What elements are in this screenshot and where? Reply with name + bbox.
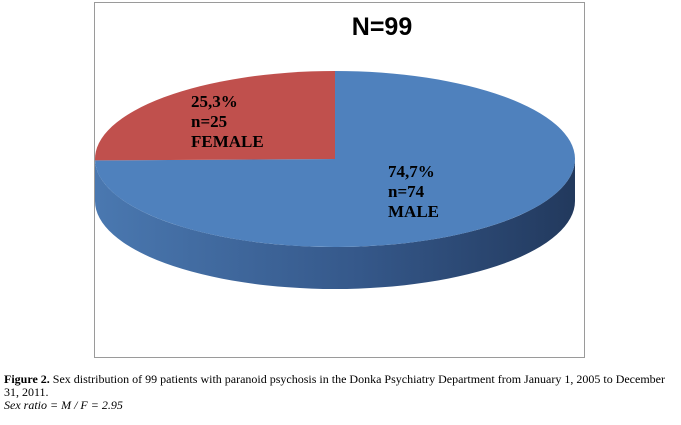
female-label-n: n=25 — [191, 112, 227, 131]
figure-caption: Figure 2. Sex distribution of 99 patient… — [4, 373, 679, 412]
male-slice-side — [95, 159, 575, 289]
male-label-pct: 74,7% — [388, 162, 435, 181]
chart-frame: N=99 25,3% n=25 FEMALE 74,7% n=74 MALE — [94, 2, 585, 358]
female-label-name: FEMALE — [191, 132, 264, 151]
female-slice — [95, 71, 335, 161]
figure-label: Figure 2. — [4, 372, 50, 386]
female-label-pct: 25,3% — [191, 92, 238, 111]
male-label-n: n=74 — [388, 182, 425, 201]
male-label-name: MALE — [388, 202, 439, 221]
sex-ratio: Sex ratio = M / F = 2.95 — [4, 398, 123, 412]
male-slice — [95, 71, 575, 247]
caption-text: Sex distribution of 99 patients with par… — [4, 372, 665, 399]
chart-title: N=99 — [352, 13, 412, 41]
